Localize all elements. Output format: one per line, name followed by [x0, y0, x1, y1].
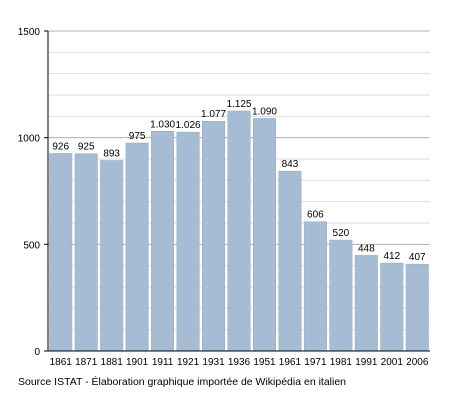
y-tick-label-1500: 1500 — [18, 27, 41, 38]
x-tick-label-1936: 1936 — [228, 357, 251, 368]
chart-bars — [49, 110, 429, 352]
bar-1951 — [252, 118, 276, 352]
bar-1971 — [303, 221, 327, 352]
x-tick-label-1961: 1961 — [279, 357, 302, 368]
bar-1931 — [202, 120, 226, 352]
x-tick-label-1931: 1931 — [202, 357, 225, 368]
chart-axes — [44, 30, 430, 352]
x-tick-label-1981: 1981 — [330, 357, 353, 368]
x-tick-label-1861: 1861 — [50, 357, 73, 368]
bar-1911 — [151, 131, 175, 352]
chart-labels: 926 1861 925 1871 893 1881 975 1901 1.030 1911 1.0… — [18, 27, 429, 368]
bar-1901 — [125, 142, 149, 352]
bar-1991 — [354, 255, 378, 352]
value-label-1881: 893 — [103, 148, 120, 159]
value-label-1961: 843 — [282, 159, 299, 170]
bar-2001 — [380, 262, 404, 352]
x-tick-label-2001: 2001 — [381, 357, 404, 368]
value-label-1901: 975 — [129, 131, 146, 142]
x-tick-label-1921: 1921 — [177, 357, 200, 368]
bar-1921 — [176, 131, 200, 352]
x-tick-label-1991: 1991 — [355, 357, 378, 368]
value-label-1911: 1.030 — [150, 119, 175, 130]
x-tick-label-1881: 1881 — [101, 357, 124, 368]
bar-1871 — [74, 153, 98, 352]
value-label-1971: 606 — [307, 210, 324, 221]
bar-1861 — [49, 153, 73, 352]
value-label-1991: 448 — [358, 243, 375, 254]
bar-1981 — [329, 239, 353, 352]
value-label-1931: 1.077 — [201, 109, 226, 120]
x-tick-label-1951: 1951 — [253, 357, 276, 368]
value-label-1951: 1.090 — [252, 106, 277, 117]
value-label-1861: 926 — [52, 141, 69, 152]
y-tick-label-1000: 1000 — [18, 134, 41, 145]
x-tick-label-2006: 2006 — [406, 357, 429, 368]
value-label-1871: 925 — [78, 142, 95, 153]
x-tick-label-1871: 1871 — [75, 357, 98, 368]
source-caption: Source ISTAT - Élaboration graphique imp… — [18, 376, 347, 388]
bar-1936 — [227, 110, 251, 352]
value-label-1981: 520 — [333, 228, 350, 239]
x-tick-label-1911: 1911 — [152, 357, 174, 368]
x-tick-label-1971: 1971 — [304, 357, 327, 368]
value-label-1936: 1.125 — [226, 99, 251, 110]
y-tick-label-0: 0 — [34, 347, 40, 358]
value-label-1921: 1.026 — [176, 120, 201, 131]
x-tick-label-1901: 1901 — [126, 357, 149, 368]
value-label-2001: 412 — [383, 251, 400, 262]
bar-1961 — [278, 170, 302, 352]
value-label-2006: 407 — [409, 252, 426, 263]
bar-2006 — [405, 263, 429, 352]
bar-1881 — [100, 160, 124, 352]
y-tick-label-500: 500 — [23, 240, 40, 251]
